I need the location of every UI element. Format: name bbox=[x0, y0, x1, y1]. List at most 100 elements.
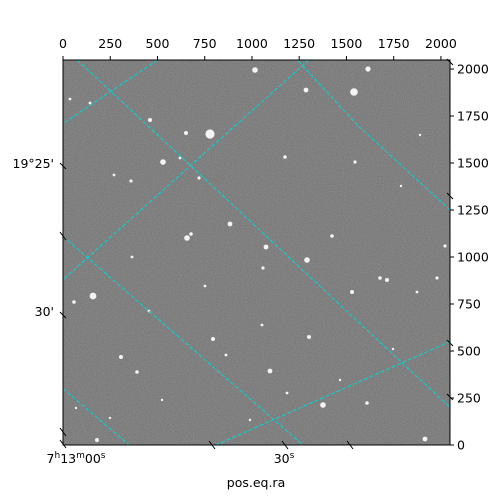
image-noise bbox=[63, 60, 450, 445]
x-axis-title: pos.eq.ra bbox=[227, 475, 285, 490]
star bbox=[353, 160, 357, 164]
dec-tick-label-0: 19°25' bbox=[13, 156, 55, 171]
star bbox=[385, 278, 389, 282]
star bbox=[130, 255, 134, 259]
dec-tick-mark bbox=[59, 162, 67, 170]
star bbox=[184, 131, 188, 135]
ra-tick-mark bbox=[59, 439, 67, 449]
star bbox=[248, 418, 252, 422]
star bbox=[135, 370, 139, 374]
star bbox=[267, 368, 273, 374]
x-tick-label: 1500 bbox=[331, 36, 363, 51]
star bbox=[95, 438, 99, 442]
star bbox=[350, 88, 358, 96]
dec-tick-mark bbox=[59, 231, 67, 241]
star bbox=[263, 244, 269, 250]
grid-line bbox=[63, 388, 130, 445]
ra-tick-mark bbox=[208, 440, 216, 450]
star bbox=[261, 266, 265, 270]
ra-axis-ticks: 7h13m00s 30s bbox=[47, 439, 354, 466]
star bbox=[148, 118, 152, 122]
dec-tick-mark bbox=[446, 393, 454, 401]
star bbox=[224, 353, 228, 357]
star bbox=[252, 67, 258, 73]
y-tick-label: 1750 bbox=[457, 109, 489, 124]
star bbox=[418, 133, 422, 137]
y-tick-label: 1500 bbox=[457, 156, 489, 171]
plot-frame bbox=[62, 59, 451, 446]
x-tick-label: 1000 bbox=[236, 36, 268, 51]
x-tick-label: 250 bbox=[98, 36, 122, 51]
star bbox=[74, 406, 78, 410]
dec-tick-mark bbox=[446, 58, 454, 66]
star bbox=[285, 391, 289, 395]
dec-tick-mark bbox=[59, 311, 67, 319]
star bbox=[422, 436, 428, 442]
star bbox=[365, 401, 369, 405]
y-tick-label: 500 bbox=[457, 344, 481, 359]
coordinate-grid bbox=[63, 60, 450, 445]
star bbox=[108, 416, 112, 420]
x-tick-label: 2000 bbox=[425, 36, 457, 51]
dec-axis-ticks: 19°25' 30' bbox=[13, 58, 454, 437]
star bbox=[68, 97, 72, 101]
star bbox=[203, 284, 207, 288]
dec-tick-label-1: 30' bbox=[35, 304, 54, 319]
grid-line bbox=[63, 235, 304, 445]
grid-line bbox=[63, 60, 309, 280]
star bbox=[205, 129, 215, 139]
star bbox=[184, 235, 190, 241]
star bbox=[320, 402, 326, 408]
star bbox=[303, 87, 309, 93]
star bbox=[399, 184, 403, 188]
y-axis-right: 0 250 500 750 1000 1250 1500 1750 2000 bbox=[450, 62, 489, 453]
star bbox=[350, 290, 354, 294]
star bbox=[338, 378, 342, 382]
star bbox=[227, 221, 233, 227]
ra-tick-label-0: 7h13m00s bbox=[47, 451, 106, 466]
ra-tick-label-1: 30s bbox=[274, 451, 295, 466]
y-tick-label: 1250 bbox=[457, 203, 489, 218]
star bbox=[260, 323, 264, 327]
star bbox=[307, 335, 311, 339]
dec-tick-mark bbox=[446, 192, 454, 200]
dec-tick-mark bbox=[446, 339, 454, 347]
grid-line bbox=[215, 341, 450, 445]
star bbox=[197, 176, 201, 180]
x-tick-label: 0 bbox=[59, 36, 67, 51]
star bbox=[189, 232, 193, 236]
y-tick-label: 0 bbox=[457, 438, 465, 453]
star bbox=[119, 355, 123, 359]
x-axis-top: 0 250 500 750 1000 1250 1500 1750 2000 bbox=[59, 36, 457, 60]
star bbox=[378, 276, 382, 280]
star bbox=[160, 159, 166, 165]
y-tick-label: 750 bbox=[457, 297, 481, 312]
y-tick-label: 1000 bbox=[457, 250, 489, 265]
grid-line bbox=[296, 60, 359, 126]
x-tick-label: 500 bbox=[146, 36, 170, 51]
star bbox=[304, 257, 310, 263]
dec-tick-mark bbox=[59, 427, 67, 437]
y-tick-label: 2000 bbox=[457, 62, 489, 77]
star bbox=[160, 398, 164, 402]
grid-line bbox=[357, 125, 450, 211]
star bbox=[129, 179, 133, 183]
star bbox=[443, 244, 447, 248]
star bbox=[178, 156, 182, 160]
star bbox=[72, 300, 76, 304]
star bbox=[112, 173, 116, 177]
star bbox=[435, 276, 439, 280]
star bbox=[365, 66, 371, 72]
ra-tick-mark bbox=[281, 440, 289, 450]
star bbox=[89, 292, 97, 300]
y-tick-label: 250 bbox=[457, 391, 481, 406]
star bbox=[391, 347, 395, 351]
x-tick-label: 1750 bbox=[378, 36, 410, 51]
x-tick-label: 750 bbox=[193, 36, 217, 51]
star-field bbox=[68, 66, 447, 442]
grid-line bbox=[63, 60, 158, 124]
x-tick-label: 1250 bbox=[283, 36, 315, 51]
star bbox=[415, 290, 419, 294]
ra-tick-mark bbox=[346, 440, 354, 450]
